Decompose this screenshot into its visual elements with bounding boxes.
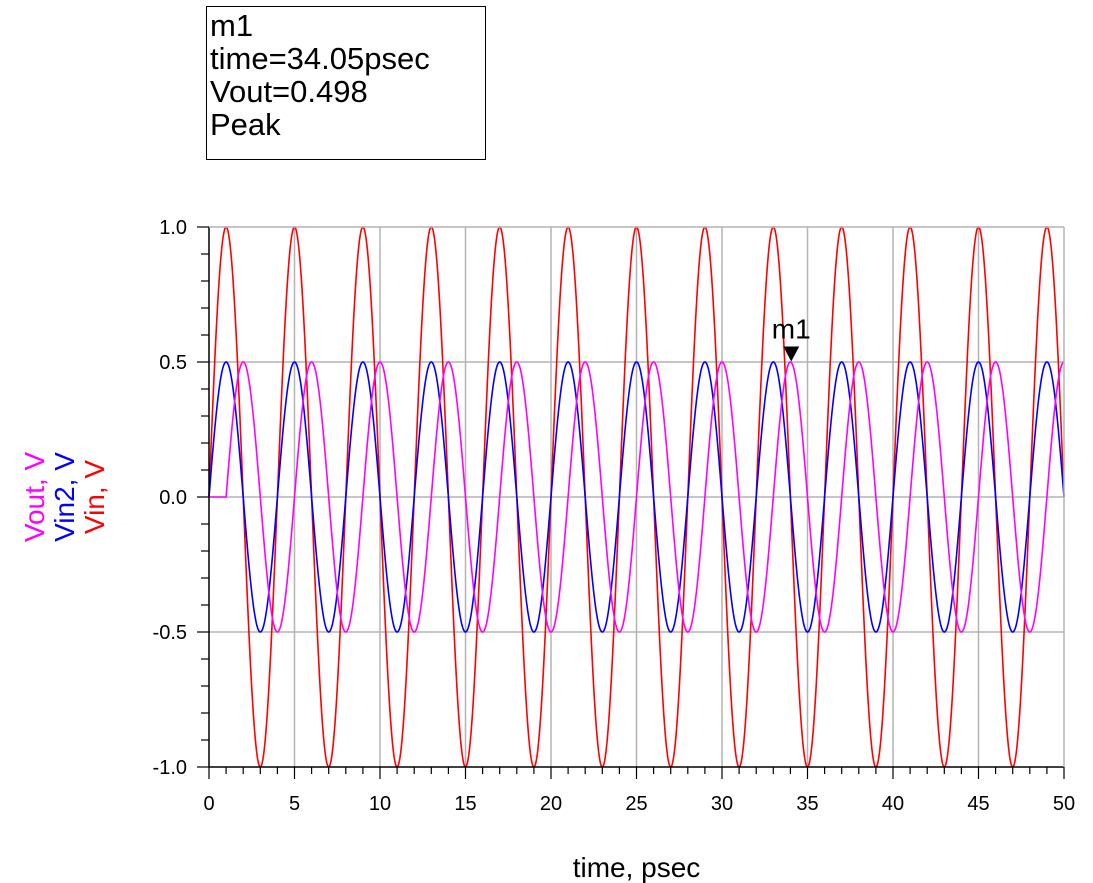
x-tick-label: 45 — [967, 793, 989, 815]
x-tick-label: 15 — [454, 793, 476, 815]
x-tick-label: 20 — [540, 793, 562, 815]
x-tick-label: 5 — [289, 793, 300, 815]
series-line-vin2 — [208, 361, 1065, 633]
x-tick-label: 50 — [1053, 793, 1075, 815]
marker-label: m1 — [772, 314, 811, 345]
y-tick-label: -1.0 — [153, 757, 187, 779]
y-tick-label: 0.5 — [159, 352, 187, 374]
marker-readout-value: Vout=0.498 — [210, 74, 368, 109]
marker-readout-time: time=34.05psec — [210, 41, 430, 76]
y-axis-title: Vout, VVin2, VVin, V — [19, 452, 110, 543]
marker-readout-name: m1 — [210, 8, 254, 43]
x-tick-label: 25 — [625, 793, 647, 815]
x-tick-label: 30 — [711, 793, 733, 815]
y-axis-title-part: Vin2, V — [49, 452, 80, 542]
marker-triangle-icon — [783, 346, 800, 362]
y-axis-title-part: Vin, V — [79, 460, 110, 535]
y-tick-label: -0.5 — [153, 622, 187, 644]
x-tick-label: 0 — [203, 793, 214, 815]
axis-ticks — [197, 226, 1065, 779]
x-tick-label: 40 — [882, 793, 904, 815]
x-tick-label: 35 — [796, 793, 818, 815]
x-axis-title: time, psec — [573, 852, 701, 883]
y-axis-title-part: Vout, V — [19, 452, 50, 543]
y-tick-label: 0.0 — [159, 487, 187, 509]
series-line-vout — [209, 361, 1065, 633]
tick-labels: -1.0 -0.5 0.0 0.5 1.0 0 5 10 15 20 25 30 35 40 45 50 — [153, 217, 1076, 815]
marker-readout-type: Peak — [210, 107, 281, 142]
marker-layer: m1 — [772, 314, 811, 362]
y-tick-label: 1.0 — [159, 217, 187, 239]
x-tick-label: 10 — [369, 793, 391, 815]
marker-readout-box: m1 time=34.05psec Vout=0.498 Peak — [206, 6, 486, 160]
